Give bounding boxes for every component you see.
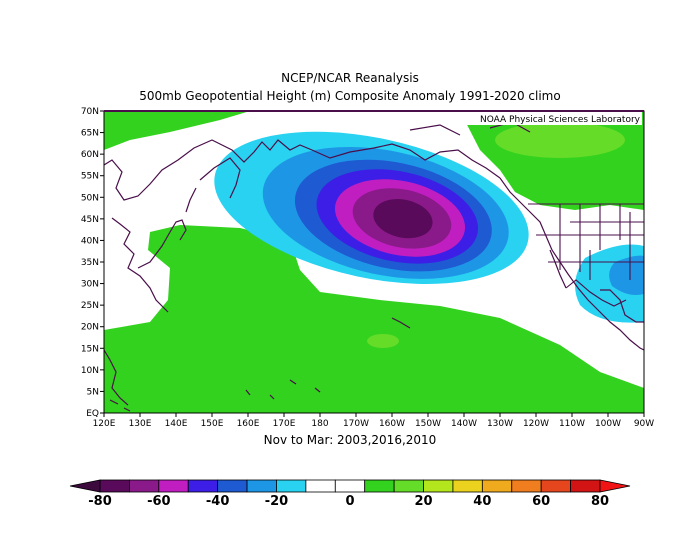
lat-label: 30N: [81, 280, 99, 290]
coastlines: [104, 121, 644, 406]
colorbar-low-arrow: [69, 479, 101, 493]
colorbar-swatch: [276, 479, 307, 493]
colorbar-swatch: [158, 479, 189, 493]
lon-label: 160W: [379, 419, 405, 429]
lon-label: 150W: [415, 419, 441, 429]
colorbar-label: 60: [532, 494, 550, 509]
positive-anomaly-core-northeast: [495, 122, 625, 158]
colorbar-label: 20: [414, 494, 432, 509]
lat-label: 55N: [81, 172, 99, 182]
colorbar-label: -80: [88, 494, 112, 509]
colorbar-label: 0: [345, 494, 354, 509]
lat-label: 70N: [81, 107, 99, 117]
colorbar-label: -60: [147, 494, 171, 509]
lat-label: 45N: [81, 215, 99, 225]
lon-label: 130W: [487, 419, 513, 429]
lon-label: 180: [311, 419, 328, 429]
colorbar-swatch: [305, 479, 336, 493]
political-borders: [528, 203, 644, 307]
islands: [109, 317, 411, 412]
colorbar-swatch: [187, 479, 219, 493]
lat-label: 40N: [81, 236, 99, 246]
lon-labels: 120E 130E 140E 150E 160E 170E 180 170W 160W 150W 1…: [93, 419, 655, 429]
colorbar-swatch: [540, 479, 571, 493]
positive-anomaly-core-tropics: [367, 334, 399, 348]
colorbar-swatch: [99, 479, 130, 493]
lon-label: 170E: [273, 419, 296, 429]
lon-ticks: [103, 413, 645, 417]
colorbar-swatch: [570, 479, 601, 493]
negative-anomaly-north-pacific: [214, 131, 529, 284]
lat-label: 10N: [81, 366, 99, 376]
colorbar-swatch: [393, 479, 424, 493]
colorbar-swatch: [511, 479, 542, 493]
lat-label: 65N: [81, 129, 99, 139]
lat-label: 25N: [81, 301, 99, 311]
lon-label: 170W: [343, 419, 369, 429]
lon-label: 160E: [237, 419, 260, 429]
colorbar-swatch: [481, 479, 513, 493]
lon-label: 130E: [129, 419, 152, 429]
lon-label: 140E: [165, 419, 188, 429]
colorbar-label: -40: [206, 494, 230, 509]
colorbar-swatch: [129, 479, 160, 493]
colorbar-label: 80: [591, 494, 609, 509]
colorbar-swatch: [364, 479, 395, 493]
lon-label: 150E: [201, 419, 224, 429]
lon-label: 100W: [595, 419, 621, 429]
lat-labels: 70N 65N 60N 55N 50N 45N 40N 35N 30N 25N 20N 15N 10N 5…: [81, 107, 99, 419]
lat-ticks: [100, 110, 104, 414]
colorbar-swatch: [423, 479, 454, 493]
lat-label: 20N: [81, 323, 99, 333]
colorbar-label: -20: [265, 494, 289, 509]
lon-label: 110W: [559, 419, 585, 429]
colorbar: [69, 479, 631, 493]
lat-label: EQ: [86, 409, 99, 419]
lon-label: 120E: [93, 419, 116, 429]
watermark-text: NOAA Physical Sciences Laboratory: [480, 115, 641, 125]
colorbar-high-arrow: [599, 479, 631, 493]
colorbar-labels: -80 -60 -40 -20 0 20 40 60 80: [88, 494, 609, 509]
colorbar-swatch: [334, 479, 366, 493]
colorbar-label: 40: [473, 494, 491, 509]
positive-anomaly-tropics: [104, 225, 644, 413]
lat-label: 50N: [81, 193, 99, 203]
lon-label: 120W: [523, 419, 549, 429]
lat-label: 35N: [81, 258, 99, 268]
positive-anomaly-northwest: [104, 111, 250, 150]
lat-label: 15N: [81, 344, 99, 354]
colorbar-swatch: [246, 479, 277, 493]
chart-subtitle-title: 500mb Geopotential Height (m) Composite …: [139, 89, 561, 103]
map-subtitle: Nov to Mar: 2003,2016,2010: [263, 433, 437, 447]
lon-label: 140W: [451, 419, 477, 429]
colorbar-swatch: [217, 479, 248, 493]
lat-label: 5N: [87, 387, 99, 397]
chart-title: NCEP/NCAR Reanalysis: [281, 71, 419, 85]
lon-label: 90W: [634, 419, 654, 429]
colorbar-swatch: [452, 479, 483, 493]
lat-label: 60N: [81, 150, 99, 160]
